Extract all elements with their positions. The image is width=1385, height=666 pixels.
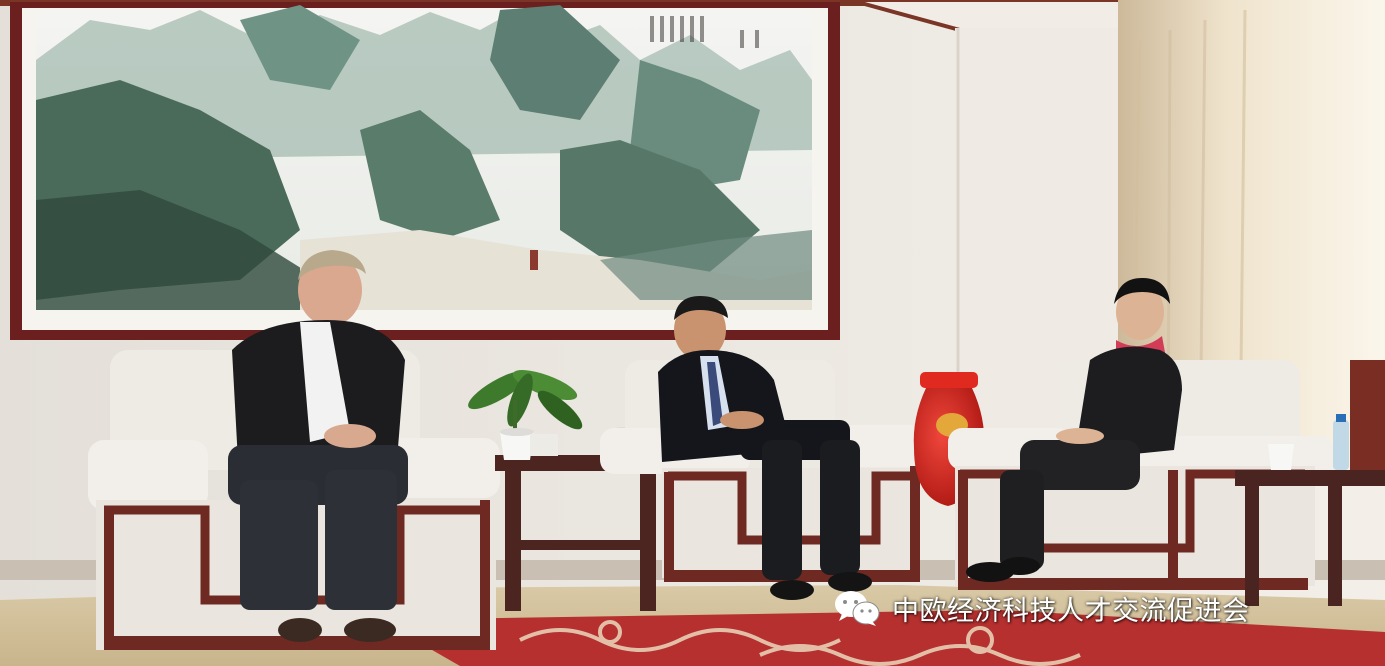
person-left (228, 250, 408, 642)
wechat-icon (835, 591, 880, 626)
watermark: 中欧经济科技人才交流促进会 (832, 588, 1250, 628)
person-right (966, 278, 1182, 582)
watermark-text: 中欧经济科技人才交流促进会 (892, 595, 1250, 627)
right-side-table (1235, 414, 1385, 606)
right-chair-edge (1350, 360, 1385, 470)
landscape-painting (36, 5, 812, 310)
carpet-pattern (519, 620, 1081, 666)
potted-plant (468, 370, 583, 440)
person-middle (658, 296, 872, 600)
